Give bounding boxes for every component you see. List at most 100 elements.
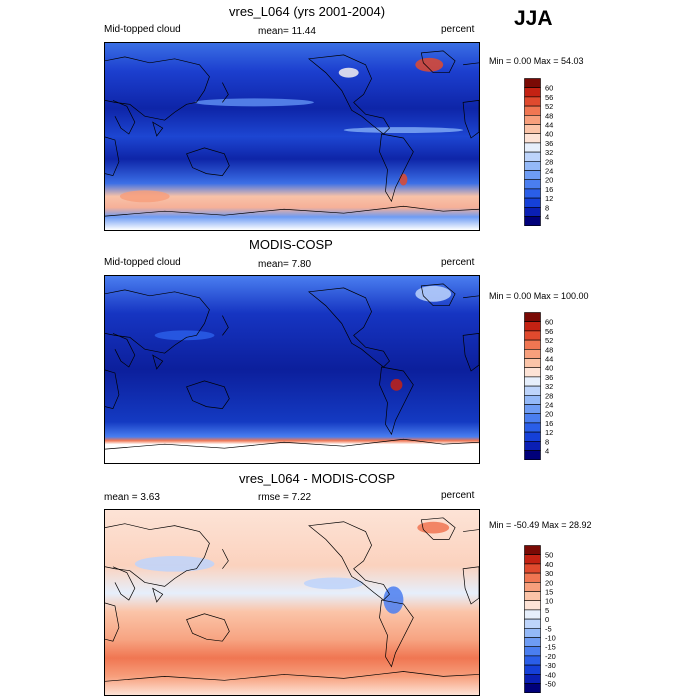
field-feature xyxy=(134,556,215,572)
colorbar-swatch xyxy=(524,664,541,675)
colorbar-swatch xyxy=(524,563,541,574)
colorbar-swatch xyxy=(524,161,541,171)
colorbar-tick-label: 20 xyxy=(545,410,553,419)
colorbar-swatch xyxy=(524,628,541,638)
colorbar-swatch xyxy=(524,142,541,153)
colorbar-tick-label: 60 xyxy=(545,318,553,327)
coastline xyxy=(186,380,230,409)
colorbar-swatch xyxy=(524,618,541,629)
field-feature xyxy=(194,98,314,107)
colorbar-swatch xyxy=(524,545,541,555)
field-feature xyxy=(154,330,215,341)
colorbar-tick-label: -20 xyxy=(545,652,556,661)
colorbar-tick-label: 52 xyxy=(545,336,553,345)
panel-2-variable-label: Mid-topped cloud xyxy=(104,257,181,268)
panel-1-minmax: Min = 0.00 Max = 54.03 xyxy=(489,56,584,66)
colorbar-swatch xyxy=(524,646,541,657)
coastline xyxy=(379,599,414,668)
coastline xyxy=(105,438,479,450)
coastline xyxy=(186,613,230,642)
colorbar-swatch xyxy=(524,321,541,332)
coastline xyxy=(222,549,229,569)
coastline xyxy=(152,587,164,603)
coastline xyxy=(222,315,229,336)
colorbar-swatch xyxy=(524,339,541,350)
panel-2-map xyxy=(104,275,480,464)
colorbar-tick-label: 4 xyxy=(545,447,549,456)
colorbar-tick-label: 16 xyxy=(545,185,553,194)
colorbar-swatch xyxy=(524,87,541,98)
coastline xyxy=(463,295,479,299)
colorbar-tick-label: 48 xyxy=(545,111,553,120)
colorbar-swatch xyxy=(524,78,541,88)
colorbar-swatch xyxy=(524,96,541,107)
colorbar-tick-label: 8 xyxy=(545,437,549,446)
colorbar-swatch xyxy=(524,441,541,451)
colorbar-swatch xyxy=(524,572,541,583)
panel-2-minmax: Min = 0.00 Max = 100.00 xyxy=(489,291,589,301)
colorbar-tick-label: 24 xyxy=(545,167,553,176)
panel-3-units-label: percent xyxy=(441,490,475,501)
colorbar-tick-label: -40 xyxy=(545,670,556,679)
coastline xyxy=(420,283,456,307)
colorbar-swatch xyxy=(524,188,541,199)
coastline xyxy=(112,100,136,135)
colorbar-swatch xyxy=(524,376,541,387)
colorbar-swatch xyxy=(524,312,541,322)
colorbar-swatch xyxy=(524,105,541,116)
coastline xyxy=(105,671,479,682)
season-label: JJA xyxy=(514,7,553,30)
colorbar-tick-label: 28 xyxy=(545,157,553,166)
colorbar-tick-label: 56 xyxy=(545,327,553,336)
colorbar-tick-label: 44 xyxy=(545,121,553,130)
colorbar-swatch xyxy=(524,170,541,180)
colorbar-swatch xyxy=(524,637,541,647)
coastline xyxy=(379,133,414,203)
colorbar-tick-label: 48 xyxy=(545,345,553,354)
colorbar-tick-label: 15 xyxy=(545,588,553,597)
colorbar-tick-label: -5 xyxy=(545,624,552,633)
colorbar-tick-label: -30 xyxy=(545,661,556,670)
coastline xyxy=(105,289,210,354)
coastline xyxy=(105,56,210,121)
colorbar-tick-label: 20 xyxy=(545,176,553,185)
colorbar-swatch xyxy=(524,404,541,414)
colorbar-tick-label: 12 xyxy=(545,194,553,203)
panel-1-colorbar: 60 56 52 48 44 40 36 32 28 24 20 16 12 8 4 xyxy=(524,78,584,227)
field-feature xyxy=(119,190,170,203)
colorbar-tick-label: 50 xyxy=(545,551,553,560)
coastline xyxy=(463,529,479,532)
coastline xyxy=(420,50,456,74)
coastline xyxy=(420,517,456,540)
panel-2-title: MODIS-COSP xyxy=(249,237,333,252)
colorbar-tick-label: 10 xyxy=(545,597,553,606)
colorbar-tick-label: 32 xyxy=(545,148,553,157)
colorbar-tick-label: 40 xyxy=(545,130,553,139)
field-feature xyxy=(343,127,464,134)
colorbar-swatch xyxy=(524,367,541,378)
coastline xyxy=(105,205,479,217)
coastline xyxy=(222,82,229,103)
colorbar-swatch xyxy=(524,114,541,125)
colorbar-tick-label: 8 xyxy=(545,203,549,212)
coastline xyxy=(152,121,164,137)
colorbar-tick-label: -15 xyxy=(545,643,556,652)
colorbar-tick-label: 20 xyxy=(545,578,553,587)
panel-3-map xyxy=(104,509,480,696)
colorbar-swatch xyxy=(524,151,541,162)
colorbar-swatch xyxy=(524,413,541,424)
field-feature xyxy=(417,521,450,534)
panel-3-mean-label: mean = 3.63 xyxy=(104,492,160,503)
field-feature xyxy=(338,67,359,78)
colorbar-swatch xyxy=(524,609,541,620)
colorbar-tick-label: 0 xyxy=(545,615,549,624)
colorbar-swatch xyxy=(524,124,541,134)
colorbar-swatch xyxy=(524,655,541,666)
coastline xyxy=(112,566,136,601)
colorbar-tick-label: 36 xyxy=(545,373,553,382)
colorbar-tick-label: 30 xyxy=(545,569,553,578)
map-svg xyxy=(105,510,479,695)
panel-2-mean-label: mean= 7.80 xyxy=(258,259,312,270)
